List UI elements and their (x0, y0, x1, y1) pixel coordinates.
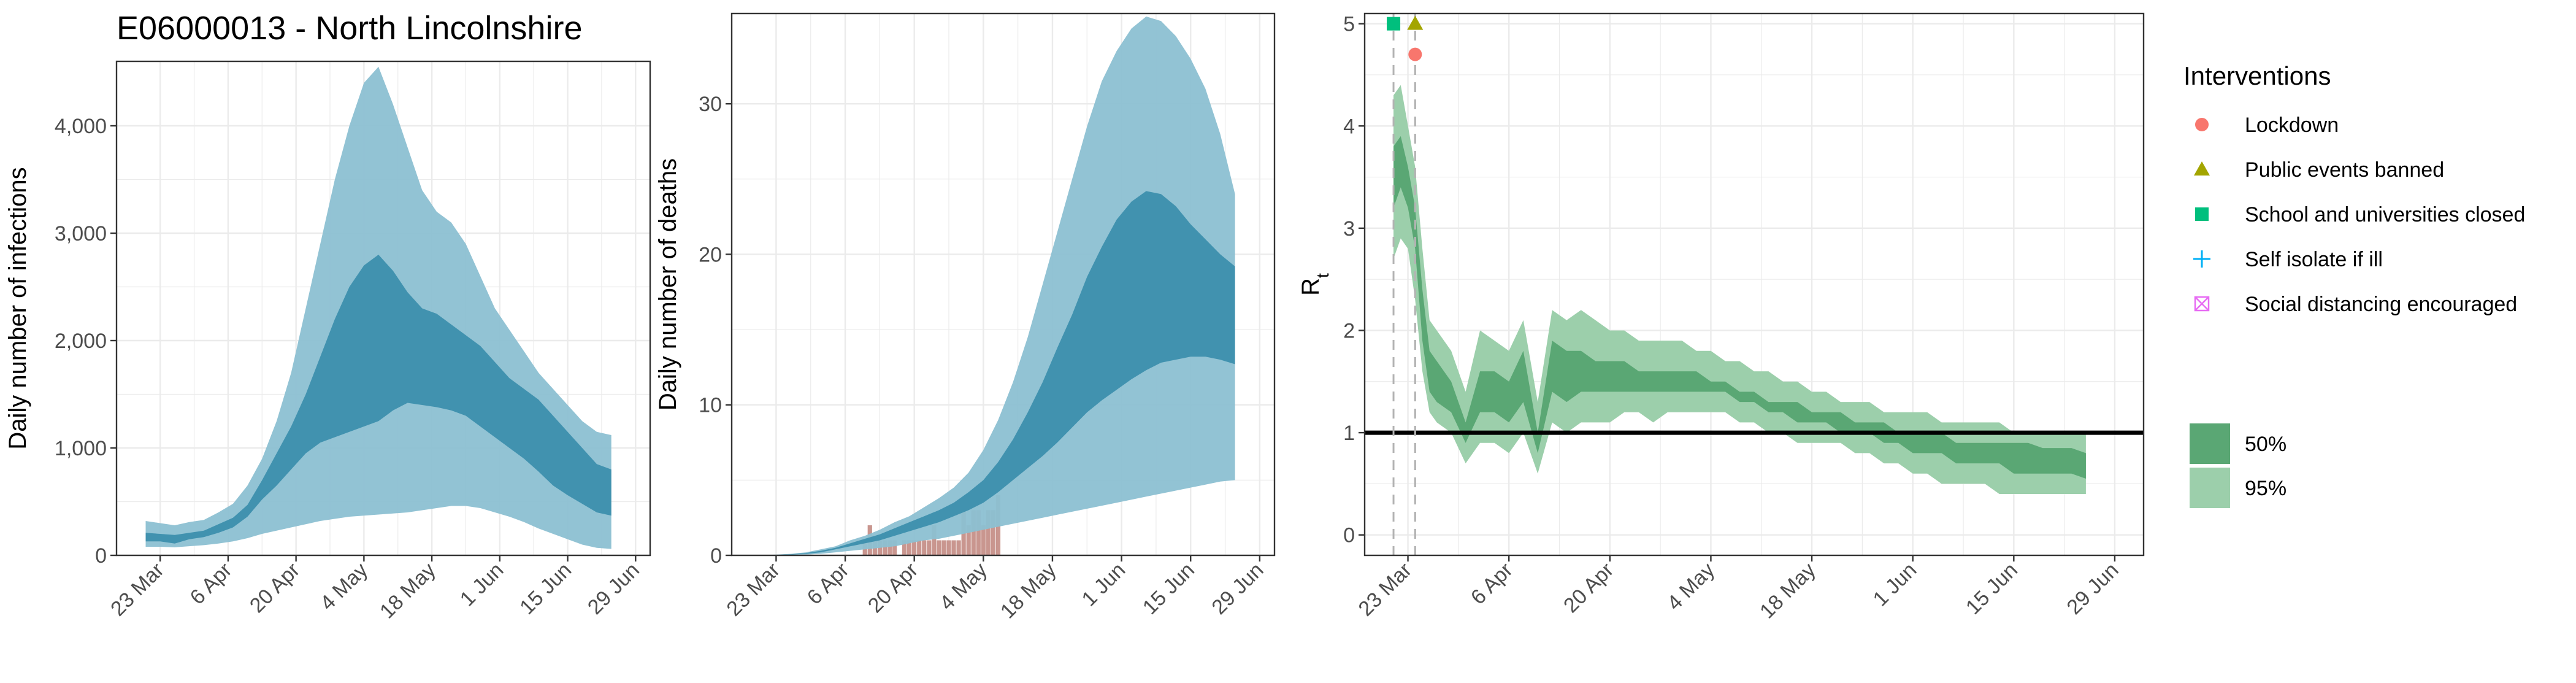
observed-death-bar (887, 540, 892, 555)
legend-item-label: Public events banned (2245, 158, 2444, 182)
legend: Interventions Lockdown Public events bann… (2183, 61, 2525, 508)
y-axis-title-main: R (1297, 278, 1324, 296)
observed-death-bar (902, 540, 907, 555)
observed-death-bar (966, 525, 971, 555)
y-tick-label: 1,000 (55, 437, 107, 460)
observed-death-bar (986, 510, 991, 555)
observed-death-bar (912, 540, 917, 555)
y-tick-label: 10 (699, 394, 722, 417)
band-50-infections (145, 255, 611, 544)
y-tick-label: 4 (1343, 115, 1355, 138)
plot-area-deaths (761, 16, 1235, 555)
band-50-deaths (761, 191, 1235, 555)
observed-death-bar (941, 540, 946, 555)
band-50-rt (1393, 136, 2086, 479)
observed-death-bar (917, 540, 922, 555)
legend-item-label: Social distancing encouraged (2245, 293, 2517, 316)
y-tick-label: 1 (1343, 422, 1355, 445)
legend-band-swatch-95 (2190, 468, 2230, 508)
y-tick-label: 20 (699, 243, 722, 266)
y-tick-label: 0 (710, 544, 722, 568)
y-tick-label: 0 (1343, 524, 1355, 547)
y-axis-title-infections: Daily number of infections (4, 167, 31, 449)
legend-public-events-icon (2194, 161, 2210, 176)
y-tick-label: 3 (1343, 217, 1355, 241)
legend-social-distancing-icon (2195, 296, 2209, 311)
y-tick-label: 4,000 (55, 115, 107, 138)
observed-death-bar (927, 540, 932, 555)
observed-death-bar (976, 510, 981, 555)
band-95-deaths (761, 16, 1235, 555)
legend-band-label: 50% (2245, 433, 2287, 456)
observed-death-bar (932, 525, 937, 555)
observed-death-bar (991, 510, 996, 555)
y-tick-label: 30 (699, 93, 722, 116)
observed-death-bar (877, 540, 882, 555)
observed-death-bar (951, 540, 956, 555)
intervention-marker-public-events-banned (1407, 15, 1424, 30)
legend-item-label: Self isolate if ill (2245, 248, 2383, 271)
observed-death-bar (981, 525, 986, 555)
y-tick-label: 2,000 (55, 330, 107, 353)
y-tick-label: 0 (95, 544, 107, 568)
panel-border-infections (115, 60, 651, 557)
panel-border-rt (1363, 12, 2145, 557)
legend-social-distancing-icon (2194, 296, 2210, 312)
y-tick-label: 2 (1343, 319, 1355, 342)
plot-area-rt (1365, 14, 2144, 555)
legend-title: Interventions (2183, 61, 2331, 90)
y-axis-title-deaths: Daily number of deaths (654, 158, 681, 411)
y-tick-label: 5 (1343, 13, 1355, 36)
observed-death-bar (946, 540, 951, 555)
observed-death-bar (922, 540, 927, 555)
legend-band-label: 95% (2245, 477, 2287, 500)
observed-death-bar (971, 510, 976, 555)
y-axis-title-subscript: t (1313, 273, 1332, 278)
observed-death-bar (937, 540, 941, 555)
plot-area-infections (145, 66, 611, 549)
observed-death-bar (882, 540, 887, 555)
legend-band-swatch-50 (2190, 423, 2230, 464)
y-tick-label: 3,000 (55, 222, 107, 245)
intervention-marker-schools-closed (1387, 17, 1401, 31)
observed-death-bar (907, 540, 912, 555)
figure-title: E06000013 - North Lincolnshire (117, 10, 582, 47)
legend-item-label: School and universities closed (2245, 203, 2525, 226)
legend-schools-closed-icon (2195, 207, 2209, 221)
legend-item-label: Lockdown (2245, 114, 2339, 137)
observed-death-bar (956, 540, 961, 555)
intervention-marker-lockdown (1408, 47, 1422, 61)
legend-lockdown-icon (2195, 118, 2209, 131)
observed-death-bar (892, 540, 897, 555)
panel-border-deaths (730, 12, 1276, 557)
y-axis-title-rt: Rt (1297, 273, 1332, 296)
